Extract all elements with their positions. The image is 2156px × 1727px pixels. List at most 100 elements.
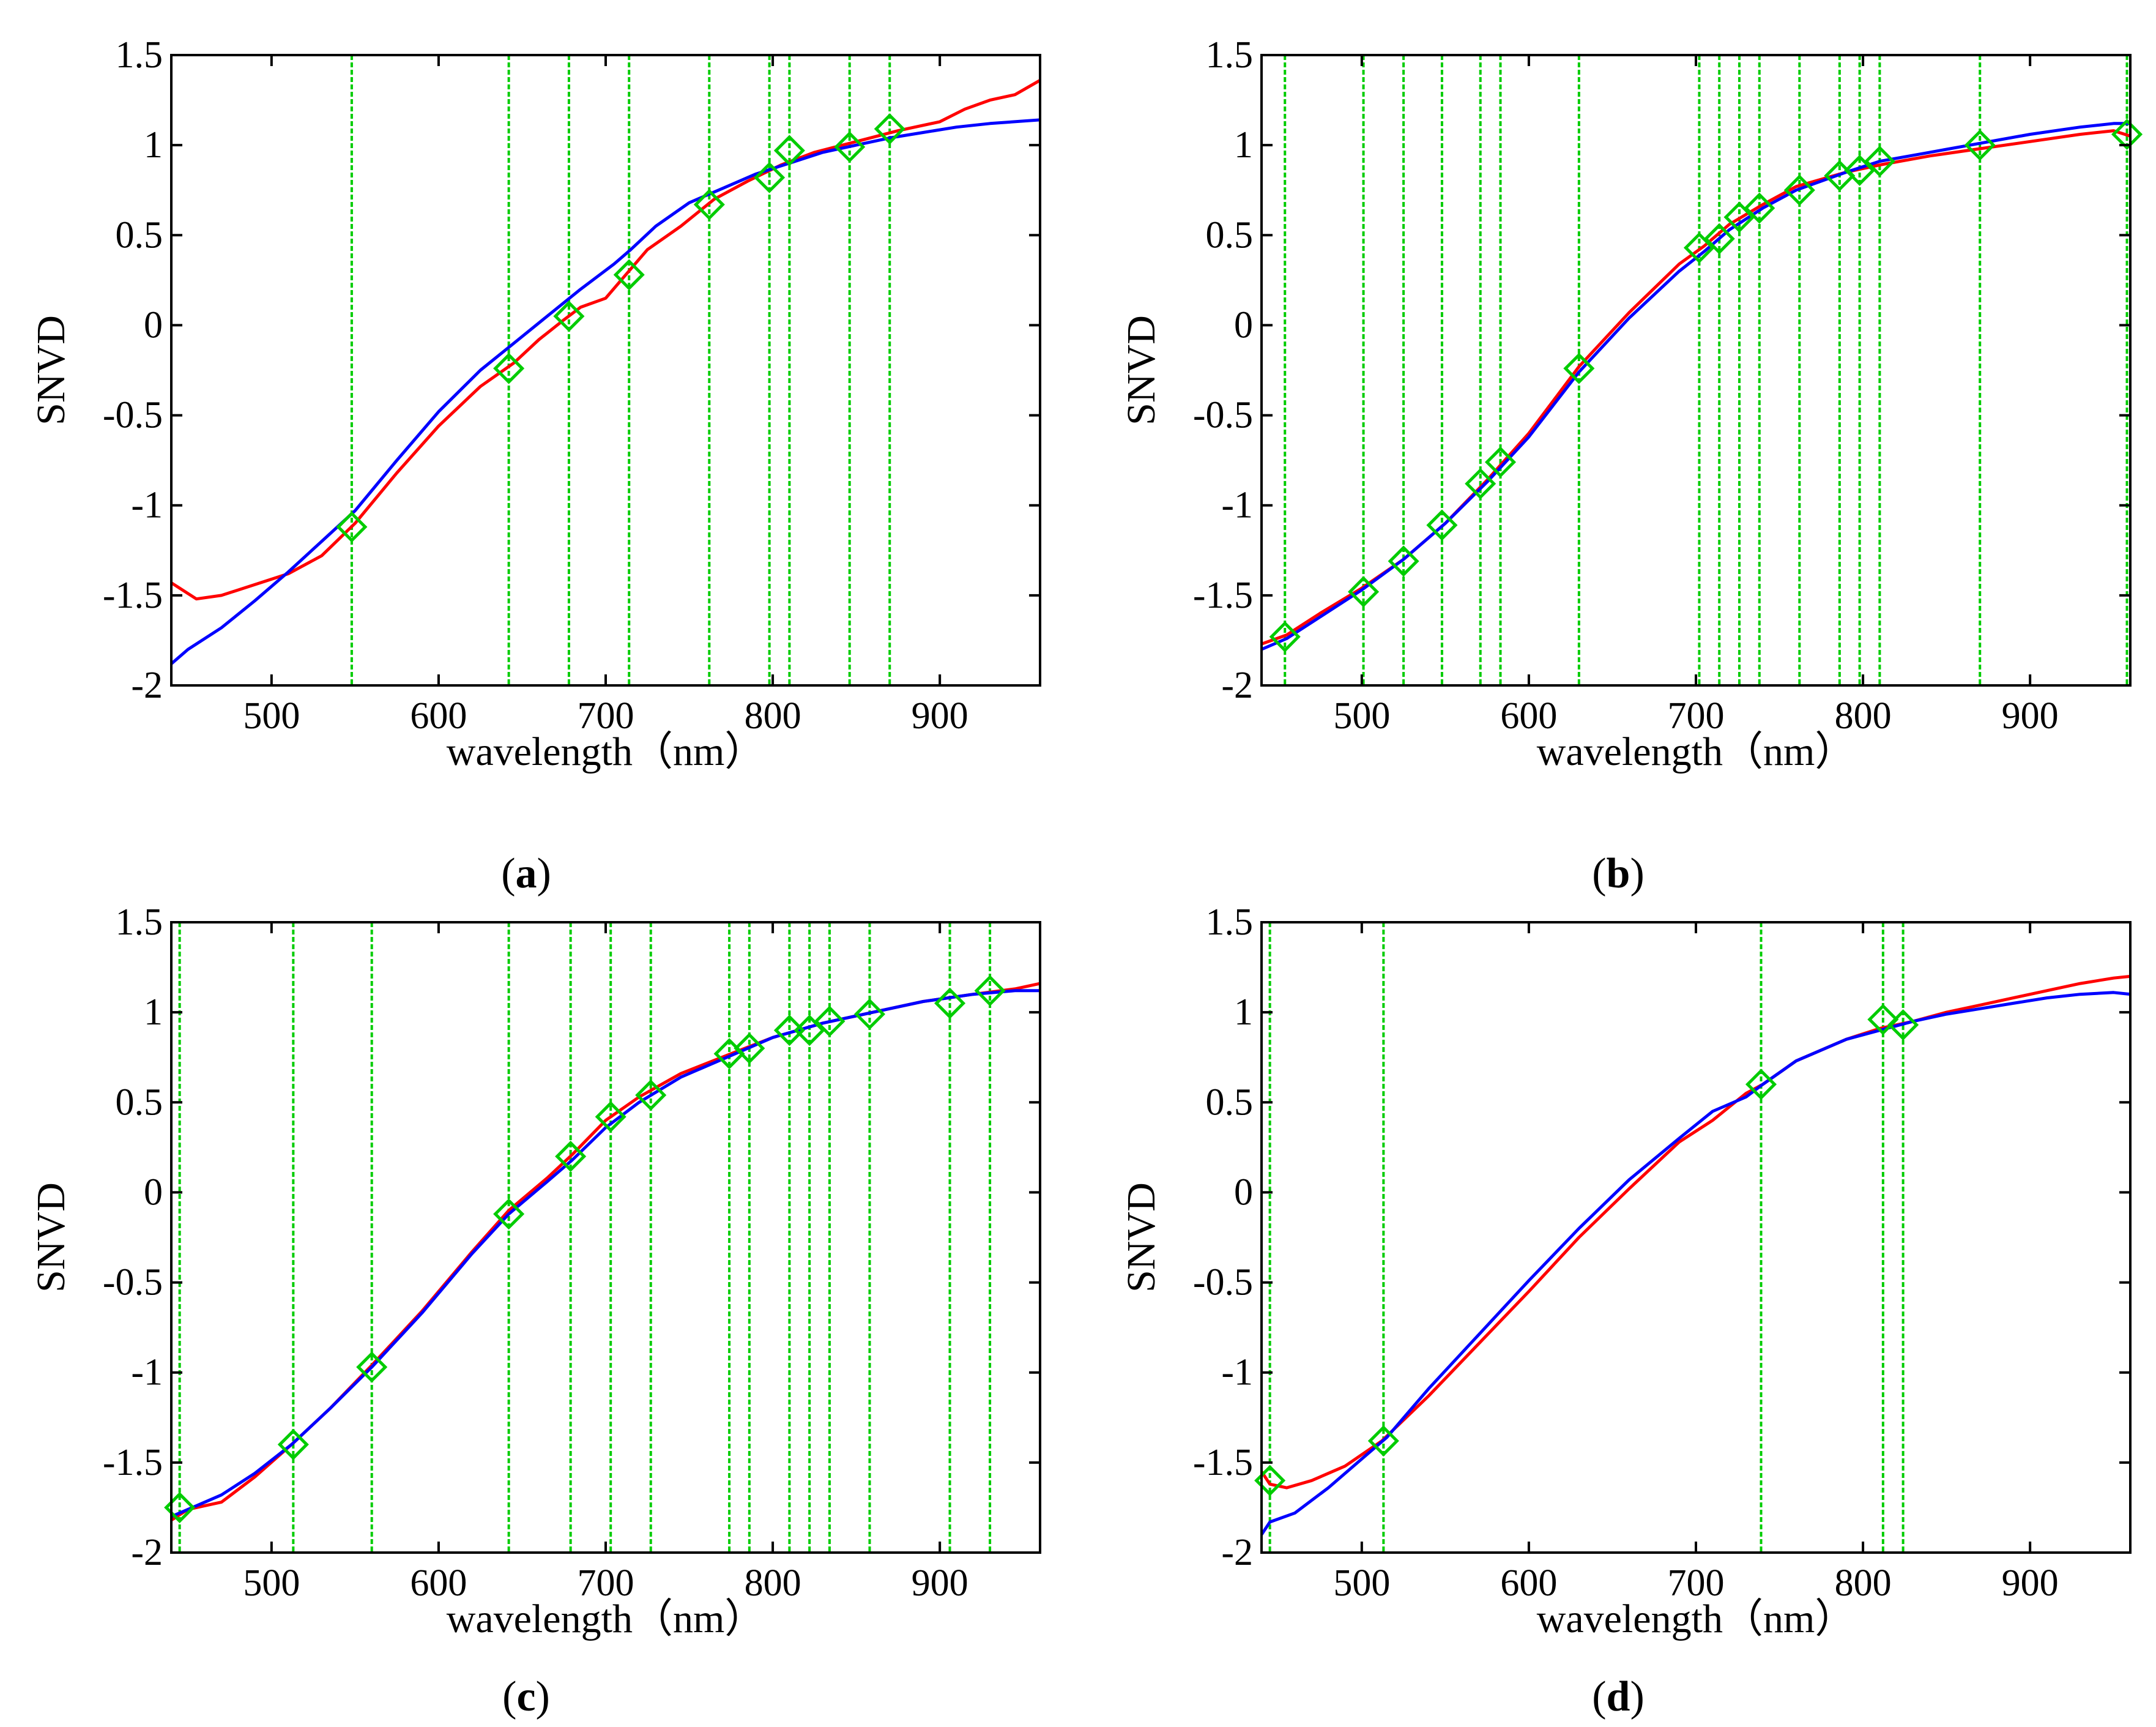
- x-tick-label-b-2: 700: [1668, 695, 1725, 737]
- selection-marker-b-8: [1703, 223, 1735, 255]
- y-tick-label-b-4: 0: [1234, 304, 1253, 346]
- panel-caption-c: (c): [502, 1673, 550, 1720]
- series-blue-line-c: [171, 989, 1040, 1518]
- x-axis-label-c: wavelength（nm）: [447, 1597, 765, 1641]
- y-tick-label-d-6: 1: [1234, 991, 1253, 1033]
- selection-marker-a-1: [493, 352, 525, 384]
- y-tick-label-d-4: 0: [1234, 1171, 1253, 1213]
- plot-frame-a: [170, 54, 1041, 687]
- selection-marker-b-16: [2111, 118, 2143, 151]
- y-tick-label-a-5: 0.5: [116, 214, 163, 256]
- selection-marker-a-4: [693, 188, 725, 220]
- selection-marker-b-1: [1348, 576, 1380, 608]
- selection-marker-a-5: [754, 162, 786, 193]
- panel-c: 500 600 700 800 900 -2 -1.5 -1 -0.5 0 0.5 1 1.5 wavel…: [29, 901, 1041, 1641]
- y-tick-label-b-0: -2: [1221, 665, 1253, 706]
- x-tick-label-a-2: 700: [578, 695, 634, 737]
- x-axis-label-a: wavelength（nm）: [447, 729, 765, 774]
- y-axis-label-a: SNVD: [29, 315, 73, 425]
- selection-marker-b-15: [1964, 129, 1996, 161]
- x-axis-label-b: wavelength（nm）: [1537, 729, 1856, 774]
- series-red-line-a: [171, 79, 1040, 601]
- selection-marker-c-12: [853, 998, 885, 1030]
- series-blue-line-d: [1262, 991, 2130, 1535]
- panel-a: 500 600 700 800 900 -2 -1.5 -1 -0.5 0 0.5 1 1.5 wavel…: [29, 34, 1041, 774]
- x-tick-label-b-1: 600: [1500, 695, 1557, 737]
- x-tick-label-c-1: 600: [410, 1562, 467, 1604]
- selection-marker-a-7: [834, 131, 866, 163]
- y-tick-label-d-1: -1.5: [1193, 1442, 1253, 1483]
- y-tick-label-c-3: -0.5: [103, 1262, 163, 1304]
- y-tick-label-d-2: -1: [1221, 1352, 1253, 1393]
- selection-marker-b-0: [1269, 621, 1301, 653]
- plot-frame-b: [1260, 54, 2132, 687]
- x-tick-label-a-3: 800: [745, 695, 801, 737]
- selection-marker-b-14: [1864, 146, 1895, 177]
- selection-marker-c-5: [595, 1101, 626, 1133]
- series-blue-line-b: [1262, 122, 2130, 651]
- y-tick-label-c-5: 0.5: [116, 1081, 163, 1123]
- y-tick-label-a-0: -2: [131, 665, 163, 706]
- x-tick-label-a-1: 600: [410, 695, 467, 737]
- y-tick-label-c-4: 0: [144, 1171, 163, 1213]
- panel-caption-b: (b): [1592, 850, 1645, 897]
- y-tick-label-b-5: 0.5: [1206, 214, 1254, 256]
- x-tick-label-b-4: 900: [2002, 695, 2059, 737]
- y-tick-label-a-4: 0: [144, 304, 163, 346]
- x-tick-label-a-0: 500: [243, 695, 300, 737]
- x-tick-label-b-0: 500: [1333, 695, 1390, 737]
- y-tick-label-c-2: -1: [131, 1352, 163, 1393]
- y-axis-label-d: SNVD: [1119, 1182, 1164, 1292]
- selection-marker-b-3: [1426, 509, 1458, 541]
- y-axis-label-c: SNVD: [29, 1182, 73, 1292]
- selection-marker-c-13: [934, 987, 966, 1019]
- y-tick-label-a-1: -1.5: [103, 575, 163, 616]
- selection-marker-c-1: [277, 1428, 309, 1460]
- x-tick-label-d-1: 600: [1500, 1562, 1557, 1604]
- selection-marker-c-6: [635, 1079, 667, 1111]
- x-tick-label-c-4: 900: [912, 1562, 968, 1604]
- selection-marker-a-8: [874, 113, 905, 145]
- y-tick-label-a-2: -1: [131, 485, 163, 526]
- x-tick-label-d-0: 500: [1333, 1562, 1390, 1604]
- selection-marker-b-10: [1744, 192, 1775, 224]
- x-tick-label-c-0: 500: [243, 1562, 300, 1604]
- selection-marker-c-4: [555, 1141, 587, 1173]
- selection-marker-b-4: [1465, 468, 1496, 499]
- plot-frame-c: [170, 921, 1041, 1554]
- x-tick-label-d-4: 900: [2002, 1562, 2059, 1604]
- x-tick-label-d-2: 700: [1668, 1562, 1725, 1604]
- series-blue-line-a: [171, 118, 1040, 665]
- x-tick-label-d-3: 800: [1835, 1562, 1892, 1604]
- y-axis-label-b: SNVD: [1119, 315, 1164, 425]
- y-tick-label-b-1: -1.5: [1193, 575, 1253, 616]
- selection-marker-b-5: [1484, 446, 1517, 478]
- x-tick-label-c-3: 800: [745, 1562, 801, 1604]
- selection-marker-d-3: [1867, 1004, 1899, 1035]
- y-tick-label-a-3: -0.5: [103, 395, 163, 436]
- selection-marker-b-2: [1388, 545, 1419, 577]
- selection-marker-c-2: [356, 1351, 388, 1383]
- selection-marker-a-6: [773, 135, 805, 166]
- panel-caption-a: (a): [501, 850, 551, 897]
- y-tick-label-c-7: 1.5: [116, 901, 163, 943]
- selection-marker-a-3: [613, 259, 645, 291]
- selection-marker-c-8: [734, 1032, 765, 1064]
- y-tick-label-d-7: 1.5: [1206, 901, 1254, 943]
- x-axis-label-d: wavelength（nm）: [1537, 1597, 1856, 1641]
- y-tick-label-b-2: -1: [1221, 485, 1253, 526]
- panel-b: 500 600 700 800 900 -2 -1.5 -1 -0.5 0 0.5 1 1.5 wavel…: [1119, 34, 2143, 774]
- y-tick-label-b-7: 1.5: [1206, 34, 1254, 76]
- selection-marker-b-6: [1563, 352, 1595, 384]
- y-tick-label-d-5: 0.5: [1206, 1081, 1254, 1123]
- y-tick-label-c-6: 1: [144, 991, 163, 1033]
- x-tick-label-b-3: 800: [1835, 695, 1892, 737]
- y-tick-label-a-7: 1.5: [116, 34, 163, 76]
- selection-marker-b-11: [1783, 174, 1815, 206]
- panel-d: 500 600 700 800 900 -2 -1.5 -1 -0.5 0 0.5 1 1.5 wavel…: [1119, 901, 2132, 1641]
- y-tick-label-b-6: 1: [1234, 124, 1253, 166]
- selection-marker-d-1: [1367, 1425, 1399, 1457]
- y-tick-label-c-0: -2: [131, 1532, 163, 1573]
- selection-marker-c-3: [493, 1198, 525, 1230]
